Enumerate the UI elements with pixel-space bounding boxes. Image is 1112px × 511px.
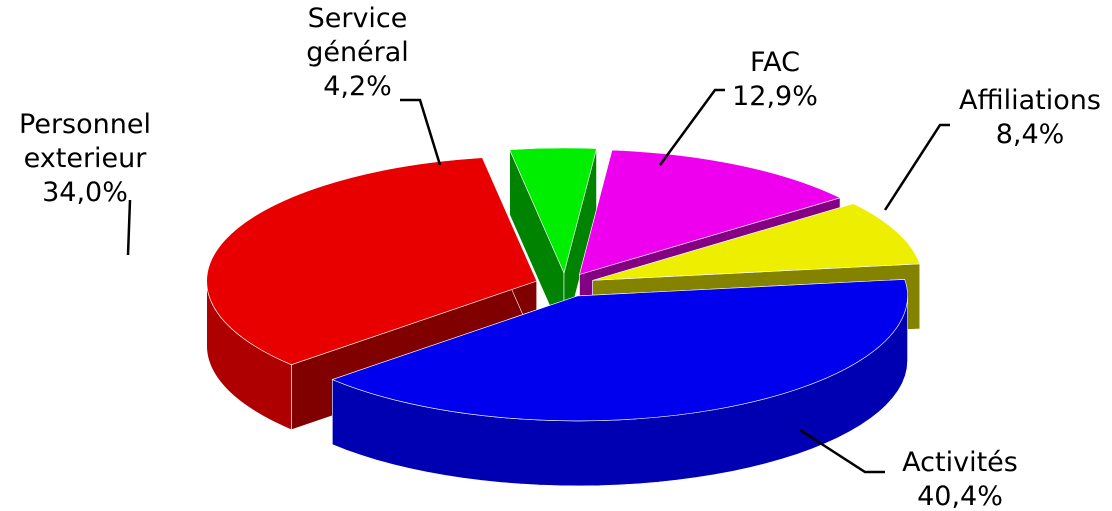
pie-slice (206, 157, 538, 366)
value-label: 40,4% (917, 481, 1003, 511)
value-label: 4,2% (323, 71, 392, 102)
value-label: 34,0% (42, 177, 128, 208)
category-label: Service général (306, 3, 409, 68)
slice-label: FAC 12,9% (690, 46, 860, 114)
slice-label: Personnel exterieur 34,0% (10, 108, 160, 210)
category-label: Activités (902, 447, 1018, 478)
value-label: 12,9% (732, 81, 818, 112)
leader-line (400, 98, 442, 166)
leader-line (126, 199, 132, 256)
slice-label: Service général 4,2% (290, 2, 425, 104)
leader-line (883, 123, 950, 211)
pie-slice (579, 149, 841, 275)
leader-line (799, 428, 885, 474)
slice-label: Activités 40,4% (880, 446, 1040, 511)
slice-label: Affiliations 8,4% (930, 84, 1112, 152)
category-label: Personnel exterieur (19, 109, 151, 174)
pie-slice (592, 203, 921, 281)
value-label: 8,4% (995, 119, 1065, 150)
leader-line (658, 88, 725, 166)
category-label: Affiliations (959, 85, 1101, 116)
pie-slice (331, 279, 908, 422)
category-label: FAC (750, 47, 800, 78)
pie-slice (509, 147, 597, 274)
